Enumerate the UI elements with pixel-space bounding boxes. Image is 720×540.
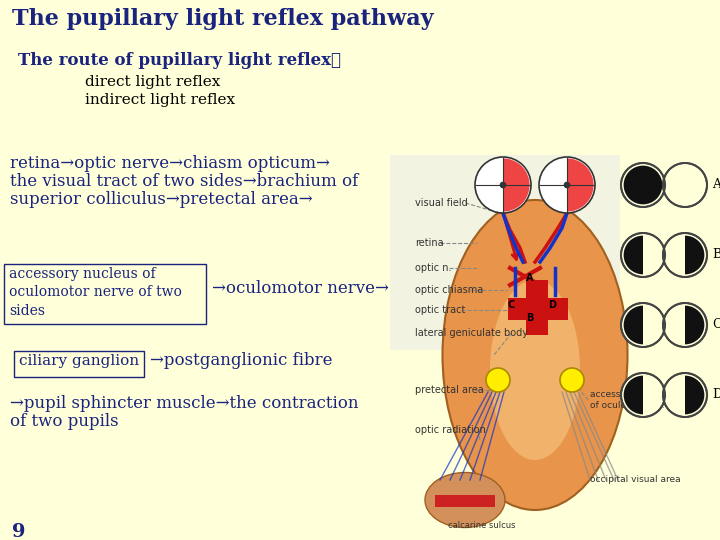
Ellipse shape — [443, 200, 628, 510]
Circle shape — [621, 163, 665, 207]
Wedge shape — [567, 158, 593, 212]
Text: pretectal area: pretectal area — [415, 385, 484, 395]
Text: →postganglionic fibre: →postganglionic fibre — [150, 352, 333, 369]
Text: 9: 9 — [12, 523, 25, 540]
Text: optic tract: optic tract — [415, 305, 465, 315]
Circle shape — [663, 163, 707, 207]
Text: The pupillary light reflex pathway: The pupillary light reflex pathway — [12, 8, 433, 30]
FancyBboxPatch shape — [435, 495, 495, 507]
Wedge shape — [624, 306, 643, 345]
Text: C: C — [712, 319, 720, 332]
Text: B: B — [526, 313, 534, 323]
Wedge shape — [624, 376, 643, 414]
Wedge shape — [503, 158, 530, 212]
Wedge shape — [685, 376, 704, 414]
Text: D: D — [548, 300, 556, 310]
Circle shape — [475, 157, 531, 213]
Wedge shape — [685, 306, 704, 345]
Circle shape — [486, 368, 510, 392]
Text: The route of pupillary light reflex：: The route of pupillary light reflex： — [18, 52, 341, 69]
Circle shape — [539, 157, 595, 213]
Text: superior colliculus→pretectal area→: superior colliculus→pretectal area→ — [10, 191, 312, 208]
Text: A: A — [712, 179, 720, 192]
Circle shape — [621, 373, 665, 417]
FancyBboxPatch shape — [526, 280, 548, 335]
Circle shape — [500, 181, 506, 188]
Text: D: D — [712, 388, 720, 402]
Text: ciliary ganglion: ciliary ganglion — [19, 354, 139, 368]
Text: indirect light reflex: indirect light reflex — [85, 93, 235, 107]
Text: A: A — [526, 273, 534, 283]
Text: the visual tract of two sides→brachium of: the visual tract of two sides→brachium o… — [10, 173, 359, 190]
Circle shape — [663, 303, 707, 347]
Text: occipital visual area: occipital visual area — [590, 476, 680, 484]
Text: accessory nucleus of
oculomotor nerve of two
sides: accessory nucleus of oculomotor nerve of… — [9, 267, 182, 318]
Text: calcarine sulcus: calcarine sulcus — [448, 521, 516, 530]
Wedge shape — [685, 235, 704, 274]
Text: optic n.: optic n. — [415, 263, 451, 273]
Ellipse shape — [490, 280, 580, 460]
Text: lateral geniculate body: lateral geniculate body — [415, 328, 528, 338]
FancyBboxPatch shape — [508, 298, 568, 320]
Text: C: C — [508, 300, 515, 310]
Circle shape — [663, 373, 707, 417]
Text: visual field: visual field — [415, 198, 468, 208]
FancyBboxPatch shape — [4, 264, 206, 324]
Text: retina: retina — [415, 238, 444, 248]
Ellipse shape — [425, 472, 505, 528]
Circle shape — [560, 368, 584, 392]
FancyBboxPatch shape — [390, 155, 620, 350]
Wedge shape — [624, 235, 643, 274]
Text: optic chiasma: optic chiasma — [415, 285, 483, 295]
Circle shape — [621, 303, 665, 347]
Circle shape — [564, 181, 570, 188]
Circle shape — [621, 233, 665, 277]
Circle shape — [663, 233, 707, 277]
Text: →pupil sphincter muscle→the contraction: →pupil sphincter muscle→the contraction — [10, 395, 359, 412]
Text: direct light reflex: direct light reflex — [85, 75, 220, 89]
FancyBboxPatch shape — [14, 351, 144, 377]
Text: →oculomotor nerve→: →oculomotor nerve→ — [212, 280, 389, 297]
Text: B: B — [712, 248, 720, 261]
Text: optic radiation: optic radiation — [415, 425, 486, 435]
Text: of two pupils: of two pupils — [10, 413, 119, 430]
Text: retina→optic nerve→chiasm opticum→: retina→optic nerve→chiasm opticum→ — [10, 155, 330, 172]
Circle shape — [624, 166, 662, 204]
Text: accessory nucleus
of oculomotor n.: accessory nucleus of oculomotor n. — [590, 390, 673, 410]
